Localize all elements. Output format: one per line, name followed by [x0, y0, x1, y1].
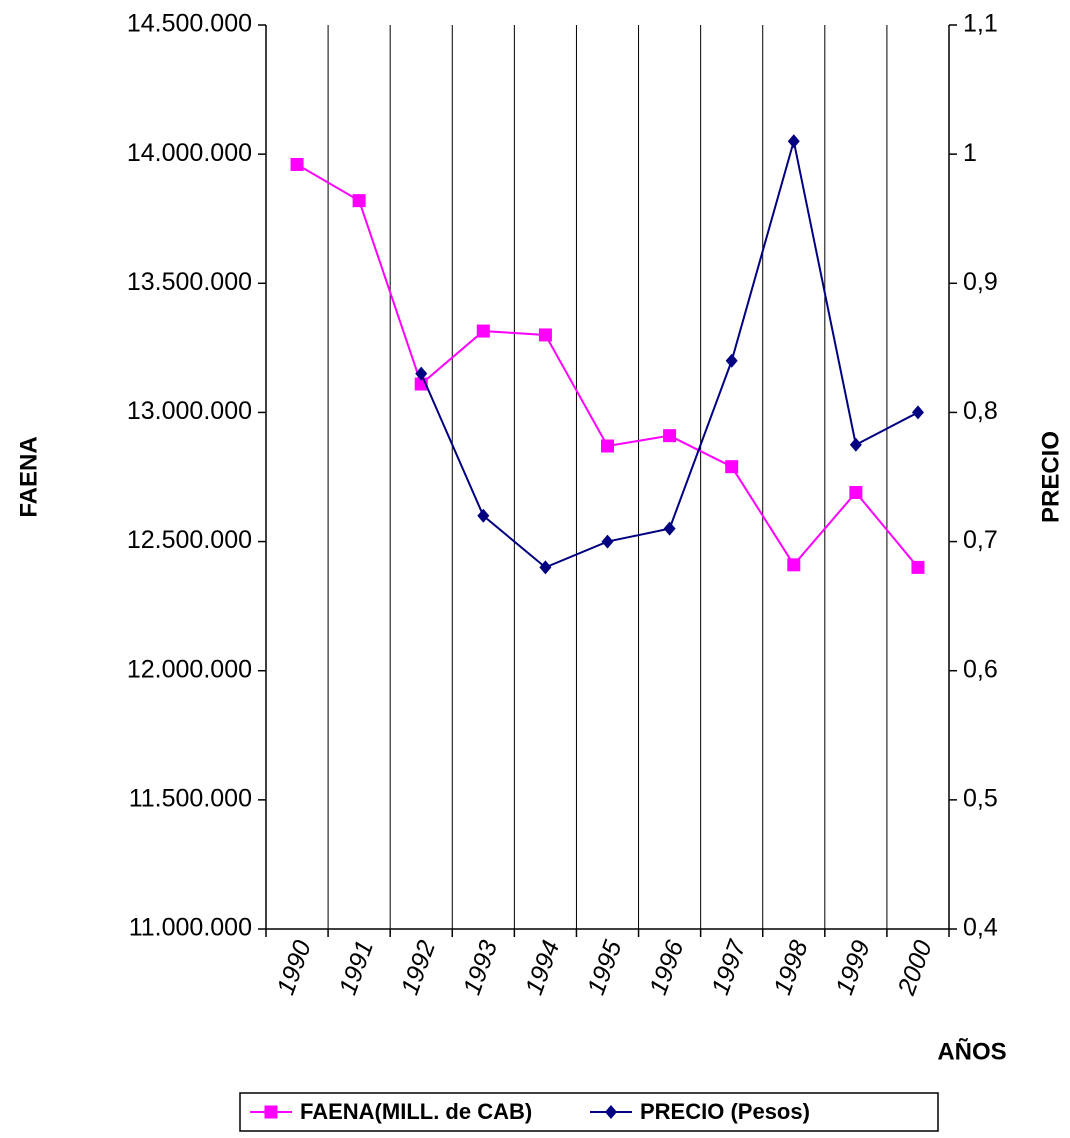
y-tick-label: 14.000.000: [127, 139, 252, 167]
y-tick-label: 13.000.000: [127, 397, 252, 425]
x-tick-label: 1995: [582, 937, 627, 999]
x-tick-label: 1998: [768, 937, 813, 999]
legend-box: [239, 1092, 939, 1132]
x-tick-label: 1996: [644, 937, 689, 999]
x-tick-label: 1991: [334, 937, 379, 999]
x-tick-label: 1993: [458, 937, 503, 999]
point: [725, 353, 738, 368]
point: [476, 324, 490, 338]
point: [663, 521, 676, 536]
point: [290, 157, 304, 171]
y-tick-label: 11.500.000: [129, 784, 252, 812]
y2-tick-label: 0,5: [963, 784, 998, 812]
legend-label: FAENA(MILL. de CAB): [300, 1099, 532, 1124]
point: [352, 194, 366, 208]
point: [849, 485, 863, 499]
y-tick-label: 13.500.000: [127, 268, 252, 296]
legend-marker: [605, 1105, 617, 1119]
point: [787, 558, 801, 572]
x-axis-title: AÑOS: [937, 1037, 1006, 1065]
y2-axis-title: PRECIO: [1037, 431, 1064, 523]
point: [539, 560, 552, 575]
y-tick-label: 12.000.000: [127, 655, 252, 683]
point: [911, 560, 925, 574]
point: [415, 366, 428, 381]
x-tick-label: 2000: [892, 937, 938, 1000]
legend-label: PRECIO (Pesos): [640, 1099, 810, 1124]
x-tick-label: 1999: [830, 937, 875, 999]
y-tick-label: 12.500.000: [127, 526, 252, 554]
y2-tick-label: 0,6: [963, 655, 998, 683]
y2-tick-label: 0,8: [963, 397, 998, 425]
point: [911, 405, 924, 420]
y-tick-label: 14.500.000: [127, 10, 252, 38]
y2-tick-label: 0,7: [963, 526, 998, 554]
point: [477, 508, 490, 523]
y-tick-label: 11.000.000: [129, 914, 252, 942]
legend-marker: [264, 1105, 278, 1119]
y2-tick-label: 0,9: [963, 268, 998, 296]
point: [601, 534, 614, 549]
x-tick-label: 1992: [396, 937, 441, 999]
x-tick-label: 1997: [706, 936, 752, 999]
y2-tick-label: 0,4: [963, 914, 998, 942]
x-tick-label: 1990: [272, 937, 317, 999]
point: [725, 460, 739, 474]
point: [601, 439, 614, 453]
series-line: [420, 140, 919, 569]
y2-tick-label: 1,1: [963, 10, 998, 38]
y2-tick-label: 1: [963, 139, 977, 167]
y-axis-title: FAENA: [15, 436, 42, 517]
point: [538, 328, 552, 342]
point: [663, 429, 677, 443]
point: [849, 437, 862, 452]
point: [787, 134, 800, 149]
x-tick-label: 1994: [520, 937, 565, 999]
